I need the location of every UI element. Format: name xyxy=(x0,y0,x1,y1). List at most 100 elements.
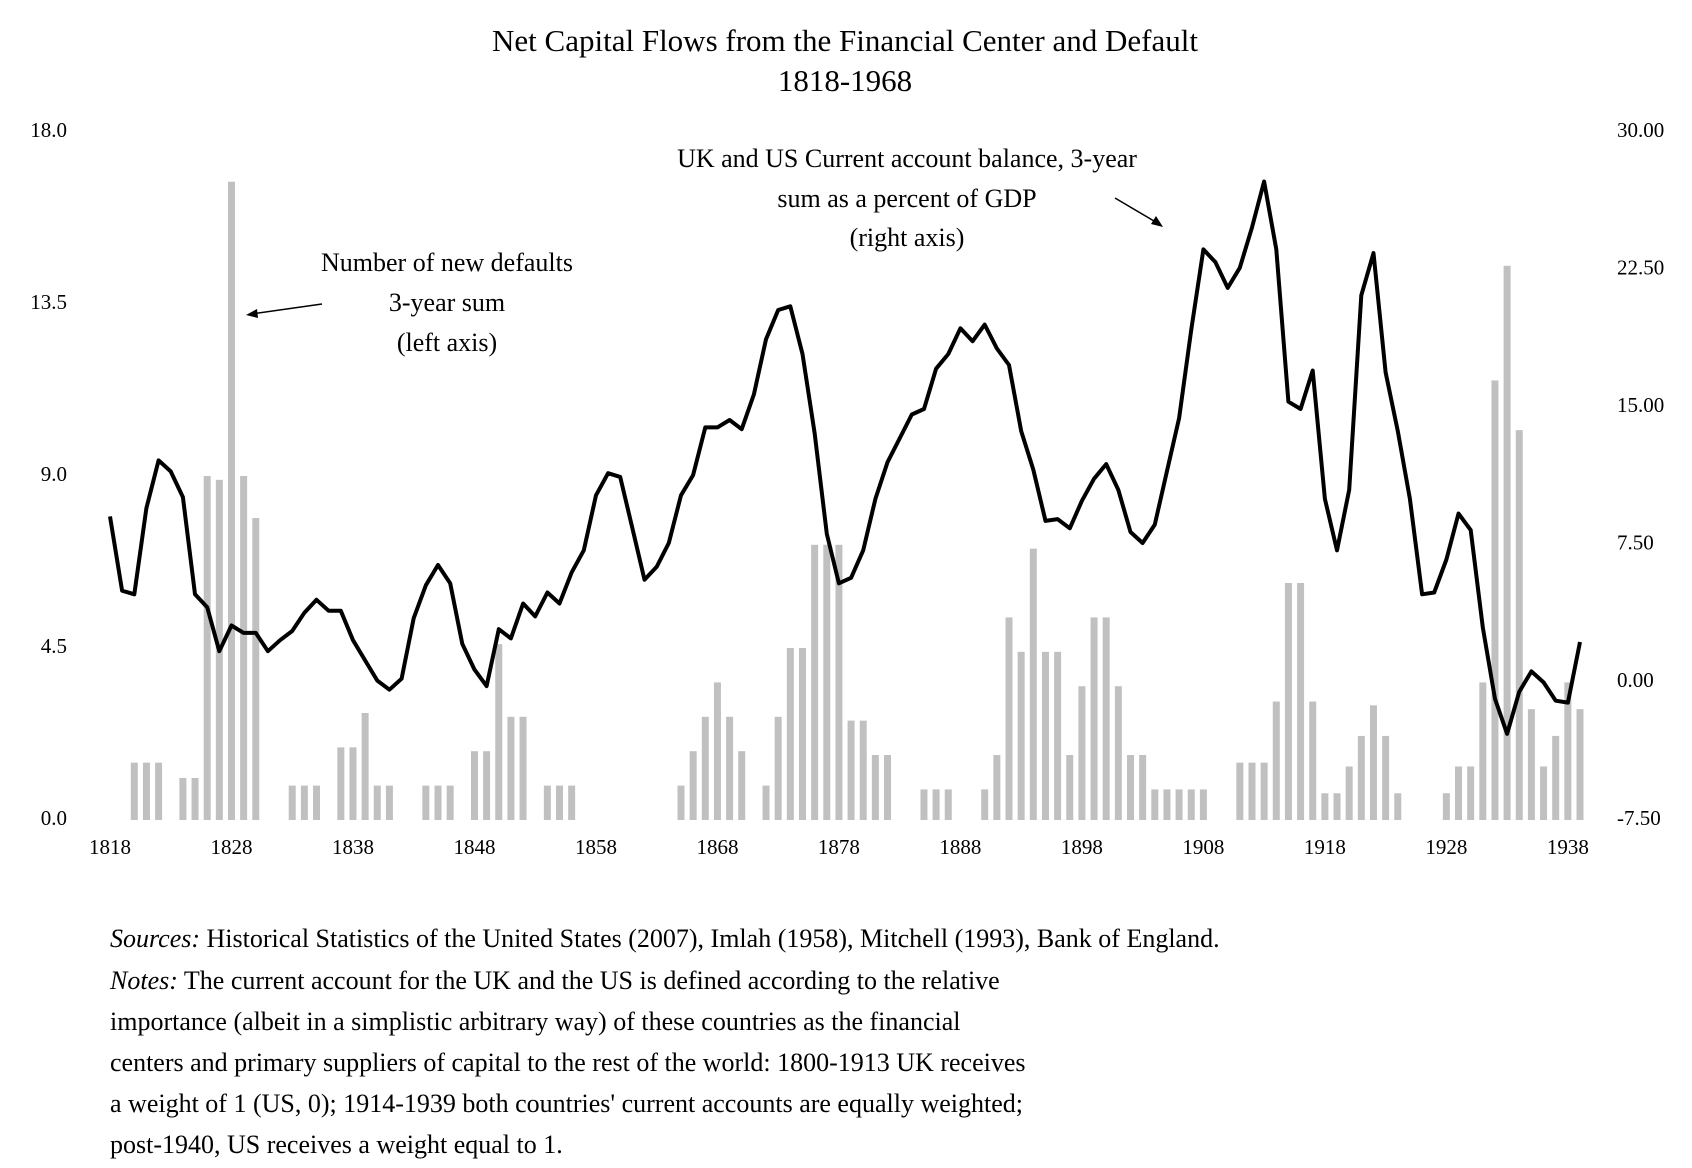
plot-area: 0.0 4.5 9.0 13.5 18.0 -7.50 0.00 7.50 15.00 22.50… xyxy=(30,118,1664,859)
y2-tick-label: 7.50 xyxy=(1617,531,1654,555)
bar xyxy=(1126,755,1134,820)
notes-text: The current account for the UK and the U… xyxy=(178,966,1000,995)
bar xyxy=(1552,735,1560,820)
notes-line: Notes: The current account for the UK an… xyxy=(109,966,1000,995)
x-tick-label: 1908 xyxy=(1182,835,1224,859)
bar xyxy=(313,785,321,820)
bar xyxy=(1163,789,1171,820)
bar xyxy=(1297,583,1305,820)
x-tick-label: 1838 xyxy=(332,835,374,859)
y-tick-label: 9.0 xyxy=(41,462,67,486)
bar xyxy=(944,789,952,820)
bar xyxy=(543,785,551,820)
bar xyxy=(823,544,831,820)
sources-text: Historical Statistics of the United Stat… xyxy=(200,924,1220,953)
bar xyxy=(349,747,357,820)
bar xyxy=(859,720,867,820)
annotation: UK and US Current account balance, 3-yea… xyxy=(677,144,1137,173)
x-tick-label: 1818 xyxy=(89,835,131,859)
bar xyxy=(920,789,928,820)
bar xyxy=(1248,762,1256,820)
arrow-head xyxy=(1151,216,1163,227)
bar xyxy=(762,785,770,820)
bar xyxy=(252,518,260,820)
notes-line: post-1940, US receives a weight equal to… xyxy=(110,1130,563,1159)
bar xyxy=(483,751,491,820)
bar xyxy=(1114,686,1122,820)
bar xyxy=(884,755,892,820)
bar xyxy=(1054,651,1062,820)
y-tick-label: 13.5 xyxy=(30,290,67,314)
bar xyxy=(1005,617,1013,820)
bar xyxy=(1151,789,1159,820)
x-tick-label: 1918 xyxy=(1304,835,1346,859)
bar xyxy=(1382,735,1390,820)
bar xyxy=(1503,265,1511,820)
annotation: sum as a percent of GDP xyxy=(777,184,1036,213)
chart-title: Net Capital Flows from the Financial Cen… xyxy=(492,23,1198,58)
bar xyxy=(932,789,940,820)
bar xyxy=(155,762,163,820)
annotation-arrow xyxy=(250,303,323,315)
annotation: (left axis) xyxy=(397,328,497,357)
bar xyxy=(993,755,1001,820)
bar xyxy=(446,785,454,820)
bar xyxy=(1467,766,1475,820)
bar xyxy=(738,751,746,820)
bar xyxy=(774,716,782,820)
x-tick-label: 1878 xyxy=(818,835,860,859)
bar xyxy=(191,777,199,820)
x-tick-label: 1848 xyxy=(453,835,495,859)
sources-label: Sources: xyxy=(110,924,200,953)
bar xyxy=(1527,709,1535,820)
bar xyxy=(507,716,515,820)
x-tick-label: 1888 xyxy=(939,835,981,859)
bar xyxy=(871,755,879,820)
bar xyxy=(1394,793,1402,820)
y-tick-label: 18.0 xyxy=(30,118,67,142)
bar xyxy=(1479,682,1487,820)
bar xyxy=(1576,709,1584,820)
sources-note: Sources: Historical Statistics of the Un… xyxy=(110,924,1220,953)
bar xyxy=(300,785,308,820)
bar xyxy=(1357,735,1365,820)
bar xyxy=(1442,793,1450,820)
annotation: 3-year sum xyxy=(389,288,505,317)
bar xyxy=(1345,766,1353,820)
bar xyxy=(835,544,843,820)
bar xyxy=(786,648,794,820)
chart-subtitle: 1818-1968 xyxy=(778,63,912,98)
bar xyxy=(373,785,381,820)
annotation: Number of new defaults xyxy=(321,248,573,277)
bar xyxy=(227,181,235,820)
x-tick-label: 1928 xyxy=(1425,835,1467,859)
bar xyxy=(1090,617,1098,820)
bar xyxy=(1272,701,1280,820)
y2-tick-label: 15.00 xyxy=(1617,393,1664,417)
bar xyxy=(385,785,393,820)
bar xyxy=(1017,651,1025,820)
y2-tick-label: -7.50 xyxy=(1617,806,1661,830)
bar xyxy=(701,716,709,820)
bar xyxy=(1102,617,1110,820)
bar xyxy=(1078,686,1086,820)
bar xyxy=(1540,766,1548,820)
notes-label: Notes: xyxy=(109,966,178,995)
bar xyxy=(1066,755,1074,820)
bar xyxy=(1309,701,1317,820)
notes-line: centers and primary suppliers of capital… xyxy=(110,1048,1026,1077)
x-tick-label: 1858 xyxy=(575,835,617,859)
line xyxy=(108,179,1582,736)
bar xyxy=(240,476,248,820)
bar xyxy=(1284,583,1292,820)
bar xyxy=(726,716,734,820)
bar xyxy=(470,751,478,820)
bar xyxy=(495,644,503,820)
bar xyxy=(677,785,685,820)
bar xyxy=(798,648,806,820)
bar xyxy=(179,777,187,820)
bar xyxy=(337,747,345,820)
bar xyxy=(1029,548,1037,820)
bar xyxy=(203,476,211,820)
